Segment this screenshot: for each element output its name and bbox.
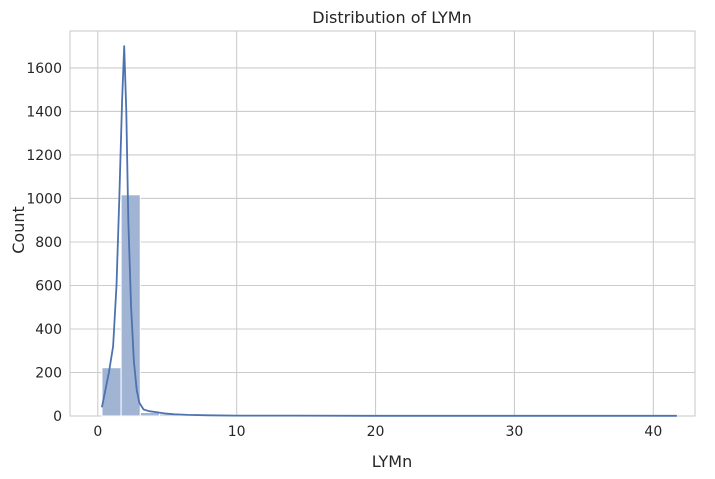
kde-line [101,45,677,417]
x-tick-label: 20 [367,424,385,440]
x-tick-label: 0 [93,424,102,440]
plot-frame [69,30,696,417]
y-tick-label: 1600 [26,61,62,77]
chart-title: Distribution of LYMn [312,8,471,27]
y-tick-label: 1200 [26,148,62,164]
y-tick-label: 1000 [26,191,62,207]
x-tick-label: 10 [228,424,246,440]
y-tick-label: 0 [53,409,62,425]
bars-layer [101,194,678,417]
kde-layer [101,45,677,417]
grid-layer [69,30,696,417]
y-axis-title: Count [9,206,28,254]
x-tick-label: 30 [506,424,524,440]
x-tick-label: 40 [644,424,662,440]
x-axis-title: LYMn [372,452,413,471]
y-tick-label: 400 [35,322,62,338]
y-tick-label: 800 [35,235,62,251]
y-tick-label: 600 [35,278,62,294]
y-tick-label: 200 [35,365,62,381]
y-tick-label: 1400 [26,104,62,120]
